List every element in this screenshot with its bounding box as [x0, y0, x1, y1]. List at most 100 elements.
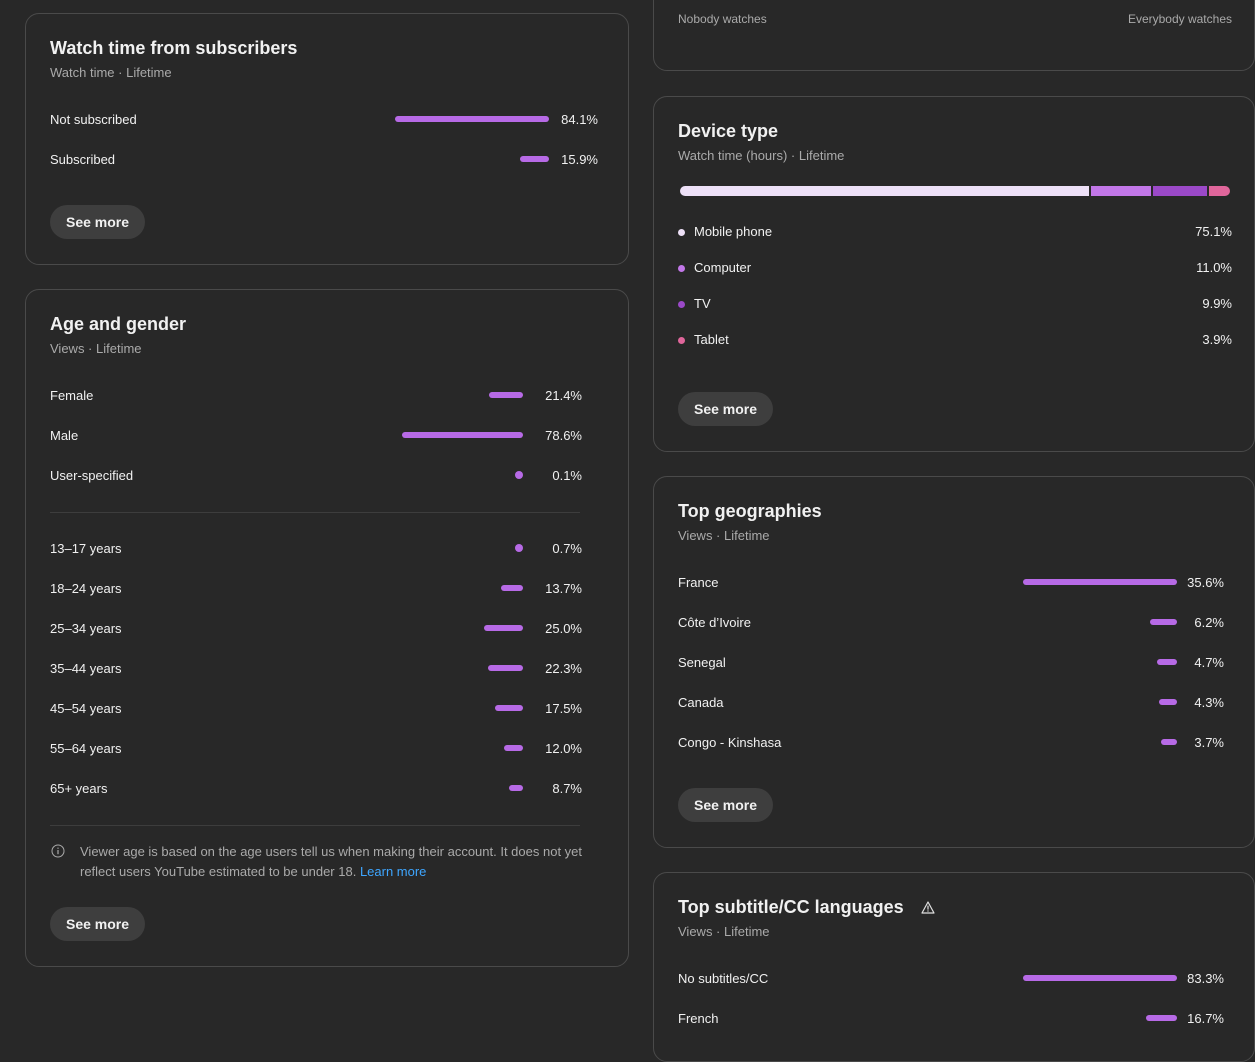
warning-icon[interactable] — [921, 901, 935, 914]
gender-row-value: 21.4% — [545, 388, 582, 403]
age-gender-subtitle: Views · Lifetime — [50, 341, 142, 356]
geography-row-bar — [1023, 579, 1177, 585]
device-row-label: TV — [694, 296, 711, 311]
device-segment-tablet — [1209, 186, 1230, 196]
device-segment-mobile-phone — [680, 186, 1089, 196]
age-note-text: Viewer age is based on the age users tel… — [80, 844, 583, 879]
section-divider — [50, 825, 580, 826]
age-row-bar — [515, 544, 523, 552]
geography-row-label: Canada — [678, 695, 724, 710]
geography-row-label: Côte d’Ivoire — [678, 615, 751, 630]
device-segment-computer — [1091, 186, 1151, 196]
subscribers-card: Watch time from subscribers Watch time ·… — [25, 13, 629, 265]
geography-row: Canada 4.3% — [678, 693, 1224, 713]
subtitles-subtitle: Views · Lifetime — [678, 924, 770, 939]
subscriber-row-label: Not subscribed — [50, 112, 137, 127]
age-row-label: 18–24 years — [50, 581, 122, 596]
subscriber-row-bar — [520, 156, 549, 162]
age-row-label: 65+ years — [50, 781, 108, 796]
age-row: 13–17 years 0.7% — [50, 539, 582, 559]
device-row-label: Tablet — [694, 332, 729, 347]
geography-row-label: Congo - Kinshasa — [678, 735, 782, 750]
reach-right-label: Everybody watches — [1127, 12, 1232, 26]
device-card: Device type Watch time (hours) · Lifetim… — [653, 96, 1255, 452]
age-row-value: 12.0% — [545, 741, 582, 756]
gender-row-bar — [489, 392, 523, 398]
gender-row-label: User-specified — [50, 468, 134, 483]
geography-row-bar — [1161, 739, 1177, 745]
subscriber-row: Not subscribed 84.1% — [50, 110, 598, 130]
device-segment-tv — [1153, 186, 1207, 196]
geography-row-value: 35.6% — [1187, 575, 1224, 590]
geography-row-bar — [1159, 699, 1177, 705]
device-row-value: 11.0% — [1196, 260, 1232, 275]
age-row-value: 25.0% — [545, 621, 582, 636]
subscriber-row-value: 84.1% — [561, 112, 598, 127]
subscribers-subtitle: Watch time · Lifetime — [50, 65, 172, 80]
legend-dot-mobile-phone — [678, 229, 685, 236]
age-row-label: 35–44 years — [50, 661, 122, 676]
gender-row-label: Male — [50, 428, 79, 443]
device-row-value: 75.1% — [1195, 224, 1232, 239]
geography-row-bar — [1157, 659, 1177, 665]
gender-row-bar — [515, 471, 523, 479]
device-row-value: 3.9% — [1202, 332, 1232, 347]
device-row-value: 9.9% — [1202, 296, 1232, 311]
info-icon — [51, 844, 65, 858]
geography-row-label: France — [678, 575, 719, 590]
see-more-button[interactable]: See more — [678, 392, 774, 426]
gender-row-value: 78.6% — [545, 428, 582, 443]
age-row-value: 17.5% — [545, 701, 582, 716]
device-row: Tablet 3.9% — [678, 330, 1232, 350]
legend-dot-tablet — [678, 337, 685, 344]
learn-more-link[interactable]: Learn more — [359, 864, 427, 879]
subtitle-row: No subtitles/CC 83.3% — [678, 969, 1224, 989]
gender-row: User-specified 0.1% — [50, 466, 582, 486]
age-row: 55–64 years 12.0% — [50, 739, 582, 759]
age-row-bar — [488, 665, 523, 671]
age-row-label: 55–64 years — [50, 741, 122, 756]
age-row-label: 45–54 years — [50, 701, 122, 716]
subtitle-row: French 16.7% — [678, 1009, 1224, 1029]
subtitle-row-bar — [1146, 1015, 1177, 1021]
subscribers-title: Watch time from subscribers — [50, 38, 298, 58]
age-row-value: 22.3% — [545, 661, 582, 676]
legend-dot-computer — [678, 265, 685, 272]
see-more-button[interactable]: See more — [678, 788, 774, 822]
reach-left-label: Nobody watches — [678, 12, 767, 26]
device-row: Mobile phone 75.1% — [678, 222, 1232, 242]
geography-row-value: 6.2% — [1194, 615, 1224, 630]
see-more-button[interactable]: See more — [50, 907, 146, 941]
geography-row: Senegal 4.7% — [678, 653, 1224, 673]
subtitle-row-bar — [1023, 975, 1177, 981]
device-row: TV 9.9% — [678, 294, 1232, 314]
age-row-bar — [501, 585, 523, 591]
legend-dot-tv — [678, 301, 685, 308]
section-divider — [50, 512, 580, 513]
geography-row: Côte d’Ivoire 6.2% — [678, 613, 1224, 633]
age-row: 65+ years 8.7% — [50, 779, 582, 799]
age-row: 45–54 years 17.5% — [50, 699, 582, 719]
see-more-button[interactable]: See more — [50, 205, 146, 239]
geographies-subtitle: Views · Lifetime — [678, 528, 770, 543]
subscriber-row-label: Subscribed — [50, 152, 116, 167]
age-row-label: 13–17 years — [50, 541, 122, 556]
gender-row-value: 0.1% — [552, 468, 582, 483]
gender-row-bar — [402, 432, 523, 438]
subscriber-row-value: 15.9% — [561, 152, 598, 167]
gender-row-label: Female — [50, 388, 94, 403]
subscriber-row-bar — [395, 116, 549, 122]
subtitle-row-value: 16.7% — [1187, 1011, 1224, 1026]
device-title: Device type — [678, 121, 779, 141]
age-row-bar — [495, 705, 523, 711]
subtitles-title: Top subtitle/CC languages — [678, 897, 935, 918]
geography-row-value: 4.3% — [1194, 695, 1224, 710]
geography-row-value: 3.7% — [1194, 735, 1224, 750]
geography-row-label: Senegal — [678, 655, 726, 670]
age-row-bar — [504, 745, 523, 751]
subtitle-row-label: French — [678, 1011, 719, 1026]
age-row: 25–34 years 25.0% — [50, 619, 582, 639]
subtitle-row-label: No subtitles/CC — [678, 971, 769, 986]
age-row-bar — [509, 785, 523, 791]
gender-row: Female 21.4% — [50, 386, 582, 406]
